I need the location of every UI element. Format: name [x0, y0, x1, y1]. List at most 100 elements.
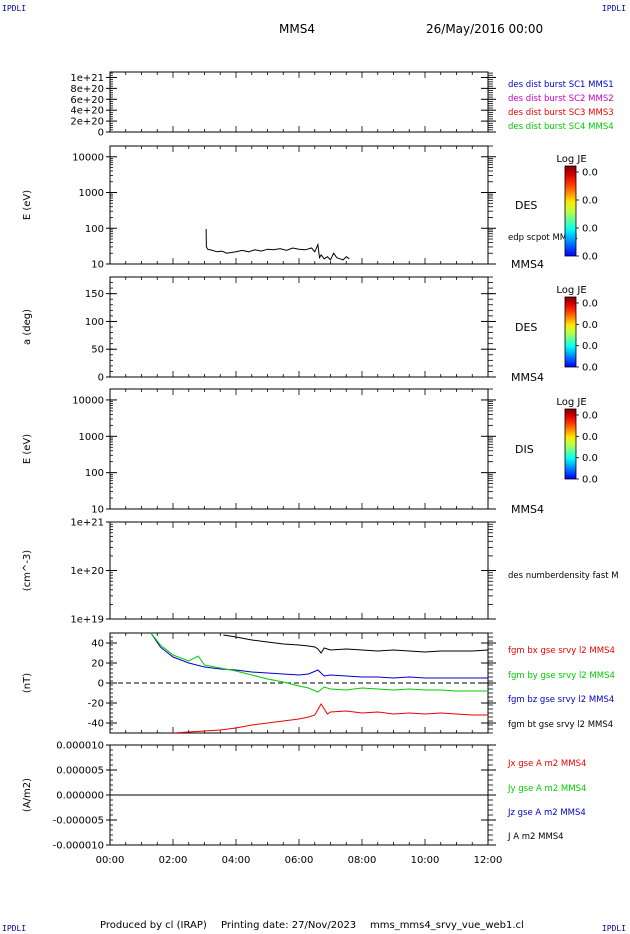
y-tick-label: 6e+20 [70, 95, 104, 106]
y-tick-label: 0.000000 [56, 791, 104, 802]
spacecraft-label: MMS4 [511, 371, 544, 384]
y-tick-label: 4e+20 [70, 106, 104, 117]
y-axis-label: E (eV) [22, 434, 33, 464]
y-tick-label: 10000 [72, 152, 104, 163]
panel-fgm: 40 20 0 -20 -40 (nT) fgm bx gse srvy l2 MMS4 fg… [22, 632, 615, 734]
series-line-edp-scpot-mms4 [205, 228, 350, 261]
legend-entry: edp scpot MMS4 [508, 233, 578, 243]
printing-date: Printing date: 27/Nov/2023 [221, 920, 357, 931]
colorbar-title: Log JE [556, 285, 586, 296]
plot-frame [109, 388, 489, 510]
y-tick-label: 0 [98, 373, 104, 384]
panel-des-energy: 10000 1000 100 10 E (eV) edp scpot MMS4 DES MMS… [22, 145, 598, 271]
plot-frame [109, 521, 489, 620]
series-line-fgm-bx-gse-srvy-l2-mms4 [172, 703, 488, 733]
y-tick-label: 50 [91, 345, 104, 356]
colorbar-label: 0.0 [582, 196, 598, 207]
corner-label-bottom-right: IPDLI [601, 924, 626, 933]
y-tick-label: 150 [85, 289, 104, 300]
file-name: mms_mms4_srvy_vue_web1.cl [370, 920, 524, 931]
plot-frame [109, 276, 489, 378]
y-tick-label: -0.000010 [53, 841, 104, 852]
y-axis-label: (A/m2) [22, 778, 33, 812]
y-tick-label: -0.000005 [53, 816, 104, 827]
legend-entry: des dist burst SC4 MMS4 [508, 122, 614, 132]
y-tick-label: 100 [85, 317, 104, 328]
y-tick-label: 1000 [79, 432, 104, 443]
spacecraft-label: MMS4 [511, 258, 544, 271]
legend-entry: des numberdensity fast M [508, 571, 619, 581]
legend-entry: fgm by gse srvy l2 MMS4 [508, 671, 615, 681]
spacecraft-title: MMS4 [279, 22, 315, 36]
y-tick-label: 20 [91, 659, 104, 670]
instrument-label: DES [515, 199, 537, 212]
spacecraft-label: MMS4 [511, 503, 544, 516]
corner-label-bottom-left: IPDLI [2, 924, 27, 933]
colorbar-label: 0.0 [582, 411, 598, 422]
y-tick-label: 100 [85, 224, 104, 235]
y-tick-label: 0 [98, 128, 104, 139]
series-line-fgm-bz-gse-srvy-l2-mms4 [150, 633, 488, 679]
colorbar-label: 0.0 [582, 432, 598, 443]
corner-label-top-left: IPDLI [2, 4, 27, 13]
colorbar-label: 0.0 [582, 475, 598, 486]
colorbar-label: 0.0 [582, 363, 598, 374]
y-tick-label: 2e+20 [70, 117, 104, 128]
colorbar-title: Log JE [556, 154, 586, 165]
colorbar-label: 0.0 [582, 341, 598, 352]
colorbar [564, 296, 577, 368]
x-tick-label: 08:00 [348, 855, 377, 866]
panel-density: 1e+21 1e+20 1e+19 (cm^-3) des numberdensity … [22, 518, 619, 626]
y-tick-label: 10 [91, 260, 104, 271]
y-axis-label: (nT) [22, 673, 33, 693]
y-tick-label: -20 [88, 699, 104, 710]
date-title: 26/May/2016 00:00 [426, 22, 544, 36]
y-tick-label: 100 [85, 468, 104, 479]
y-tick-label: 0 [98, 679, 104, 690]
colorbar-label: 0.0 [582, 224, 598, 235]
y-tick-label: 10 [91, 505, 104, 516]
y-tick-label: 10000 [72, 395, 104, 406]
plot-frame [109, 145, 489, 265]
colorbar-label: 0.0 [582, 453, 598, 464]
y-tick-label: -40 [88, 719, 104, 730]
y-axis-label: (cm^-3) [22, 550, 33, 591]
corner-label-top-right: IPDLI [601, 4, 626, 13]
panel-current: 0.000010 0.000005 0.000000 -0.000005 -0.0000… [22, 741, 586, 852]
legend-entry: fgm bz gse srvy l2 MMS4 [508, 695, 614, 705]
panel-dis-energy: 10000 1000 100 10 E (eV) DIS MMS4 Log JE 0.0 0.0 0… [22, 388, 598, 516]
colorbar [564, 408, 577, 480]
colorbar-title: Log JE [556, 397, 586, 408]
y-tick-label: 1e+20 [70, 566, 104, 577]
x-tick-label: 10:00 [411, 855, 440, 866]
y-axis-label: E (eV) [22, 190, 33, 220]
colorbar-label: 0.0 [582, 299, 598, 310]
x-tick-label: 06:00 [285, 855, 314, 866]
legend-entry: des dist burst SC2 MMS2 [508, 94, 614, 104]
x-tick-label: 04:00 [222, 855, 251, 866]
plot-frame [109, 71, 489, 133]
legend-entry: Jx gse A m2 MMS4 [507, 759, 586, 769]
y-tick-label: 1e+21 [70, 518, 104, 529]
series-line-fgm-bt-gse-srvy-l2-mms4 [223, 634, 488, 654]
y-tick-label: 40 [91, 639, 104, 650]
y-tick-label: 1e+21 [70, 73, 104, 84]
legend-entry: fgm bt gse srvy l2 MMS4 [508, 720, 613, 730]
legend-entry: Jy gse A m2 MMS4 [507, 784, 586, 794]
colorbar-label: 0.0 [582, 252, 598, 263]
x-tick-label: 12:00 [474, 855, 503, 866]
colorbar [564, 165, 577, 257]
instrument-label: DES [515, 321, 537, 334]
series-line-fgm-by-gse-srvy-l2-mms4 [150, 633, 488, 693]
x-tick-label: 00:00 [96, 855, 125, 866]
y-tick-label: 1e+19 [70, 615, 104, 626]
legend-entry: Jz gse A m2 MMS4 [507, 808, 586, 818]
y-tick-label: 8e+20 [70, 84, 104, 95]
legend-entry: des dist burst SC3 MMS3 [508, 108, 614, 118]
instrument-label: DIS [515, 443, 534, 456]
panel-des-pitch: 150 100 50 0 a (deg) DES MMS4 Log JE 0.0 0.0 0.0 0.… [22, 276, 598, 384]
y-axis-label: a (deg) [22, 309, 33, 345]
x-tick-label: 02:00 [159, 855, 188, 866]
